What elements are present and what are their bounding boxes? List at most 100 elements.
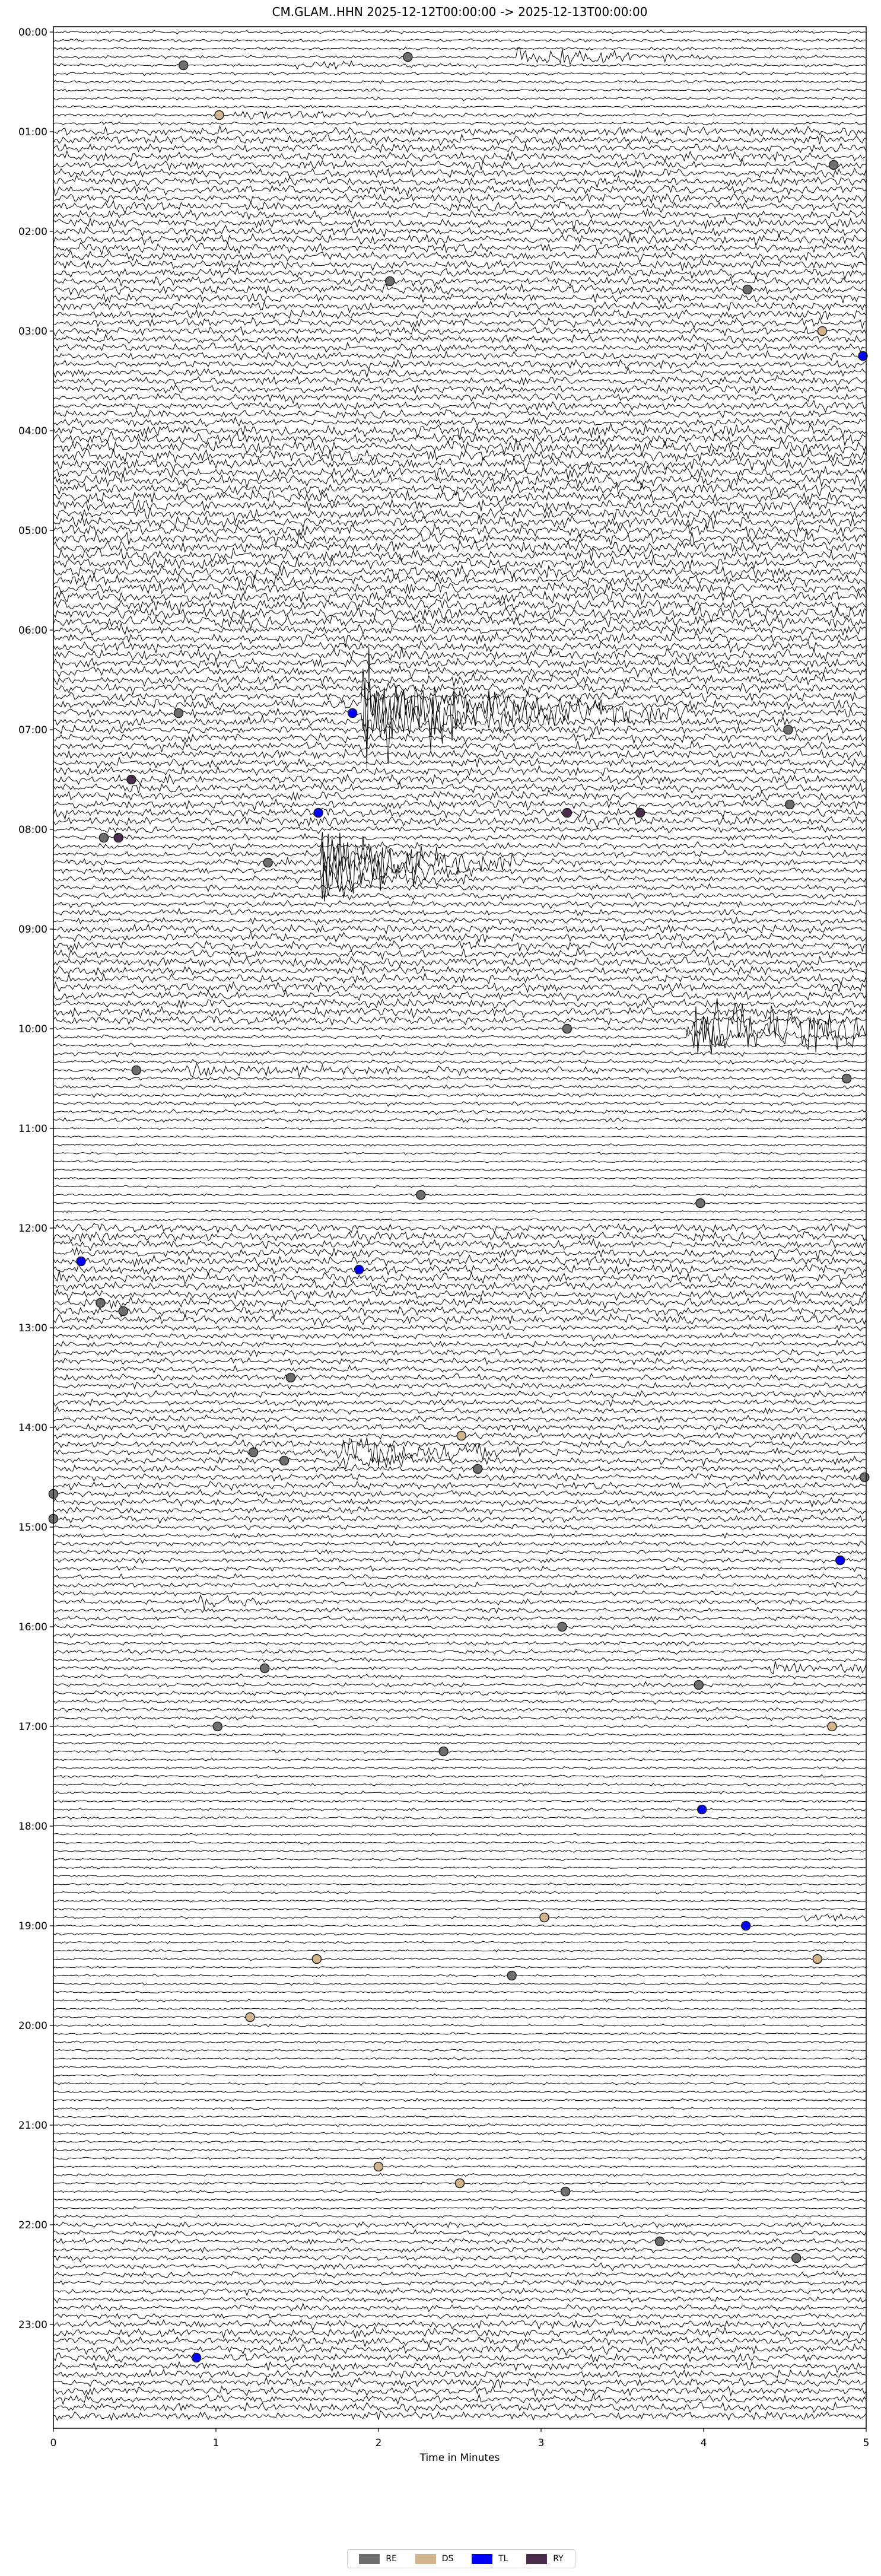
- trace-row: [53, 605, 867, 624]
- trace-row: [53, 1957, 867, 1961]
- trace-row: [53, 29, 867, 34]
- trace-row: [53, 2368, 867, 2380]
- trace-row: [53, 185, 867, 198]
- trace-row: [53, 1648, 867, 1656]
- trace-row: [53, 2115, 867, 2119]
- event-marker-ry: [126, 774, 136, 785]
- event-marker-ry: [562, 807, 573, 818]
- trace-row: [53, 998, 867, 1054]
- y-tick-label: 08:00: [18, 824, 47, 836]
- trace-row: [53, 283, 867, 297]
- legend-item-re: RE: [359, 2553, 397, 2564]
- event-marker-re: [96, 1297, 106, 1308]
- trace-row: [53, 121, 867, 126]
- trace-row: [53, 2312, 867, 2320]
- trace-row: [53, 564, 867, 580]
- event-marker-tl: [697, 1804, 707, 1815]
- y-tick-label: 01:00: [18, 126, 47, 138]
- trace-row: [53, 366, 867, 378]
- trace-row: [53, 1470, 867, 1482]
- trace-row: [53, 1540, 867, 1548]
- trace-row: [53, 2006, 867, 2011]
- trace-row: [53, 972, 867, 985]
- trace-row: [53, 669, 867, 740]
- trace-row: [53, 614, 867, 631]
- trace-row: [53, 150, 867, 163]
- x-tick-label: 0: [50, 2437, 57, 2449]
- trace-row: [53, 1548, 867, 1555]
- trace-row: [53, 1497, 867, 1508]
- event-marker-tl: [347, 708, 358, 718]
- trace-row: [53, 807, 867, 820]
- trace-row: [53, 1641, 867, 1646]
- trace-row: [53, 266, 867, 281]
- trace-row: [53, 1006, 867, 1020]
- trace-row: [53, 1623, 867, 1630]
- x-tick-label: 2: [376, 2437, 382, 2449]
- trace-row: [53, 2336, 867, 2348]
- trace-row: [53, 193, 867, 204]
- trace-row: [53, 250, 867, 263]
- trace-row: [53, 598, 867, 614]
- trace-row: [53, 789, 867, 802]
- x-axis: 0 1 2 3 4 5: [50, 2428, 869, 2449]
- trace-row: [53, 1523, 867, 1531]
- trace-row: [53, 814, 867, 829]
- trace-row: [53, 1590, 867, 1597]
- y-tick-label: 04:00: [18, 425, 47, 437]
- trace-row: [53, 2229, 867, 2237]
- event-marker-re: [259, 1663, 270, 1674]
- event-marker-re: [654, 2236, 665, 2247]
- trace-row: [53, 764, 867, 777]
- trace-row: [53, 1982, 867, 1986]
- trace-row: [53, 133, 867, 146]
- event-marker-ds: [812, 1954, 823, 1964]
- trace-row: [53, 656, 867, 670]
- trace-row: [53, 383, 867, 396]
- trace-row: [53, 1423, 867, 1433]
- legend-label: DS: [441, 2554, 454, 2564]
- trace-row: [53, 2237, 867, 2245]
- trace-row: [53, 647, 867, 663]
- legend: RE DS TL RY: [347, 2549, 575, 2568]
- x-axis-label: Time in Minutes: [419, 2452, 500, 2464]
- trace-row: [53, 2254, 867, 2263]
- trace-row: [53, 422, 867, 440]
- trace-row: [53, 1807, 867, 1812]
- trace-row: [53, 158, 867, 171]
- trace-row: [53, 690, 867, 704]
- y-tick-label: 05:00: [18, 525, 47, 537]
- trace-row: [53, 2049, 867, 2053]
- event-marker-re: [285, 1372, 296, 1383]
- trace-row: [53, 174, 867, 189]
- trace-row: [53, 1990, 867, 1994]
- trace-row: [53, 374, 867, 386]
- event-marker-re: [560, 2186, 571, 2197]
- trace-row: [53, 832, 867, 872]
- y-tick-label: 06:00: [18, 625, 47, 637]
- event-marker-re: [562, 1023, 573, 1034]
- trace-row: [53, 539, 867, 554]
- trace-row: [53, 1514, 867, 1525]
- trace-row: [53, 1101, 867, 1107]
- event-marker-re: [841, 1073, 852, 1084]
- traces-layer: [53, 29, 867, 2421]
- trace-row: [53, 1715, 867, 1722]
- y-tick-label: 22:00: [18, 2219, 47, 2231]
- y-tick-label: 07:00: [18, 724, 47, 736]
- trace-row: [53, 832, 867, 902]
- trace-row: [53, 1184, 867, 1188]
- trace-row: [53, 833, 867, 842]
- trace-row: [53, 2376, 867, 2389]
- trace-row: [53, 2139, 867, 2144]
- event-marker-re: [783, 724, 793, 735]
- trace-row: [53, 1941, 867, 1944]
- trace-row: [53, 1698, 867, 1705]
- trace-row: [53, 1849, 867, 1853]
- trace-row: [53, 1437, 867, 1467]
- trace-row: [53, 1176, 867, 1180]
- trace-row: [53, 104, 867, 109]
- y-tick-label: 03:00: [18, 326, 47, 338]
- trace-row: [53, 359, 867, 370]
- trace-row: [53, 1690, 867, 1697]
